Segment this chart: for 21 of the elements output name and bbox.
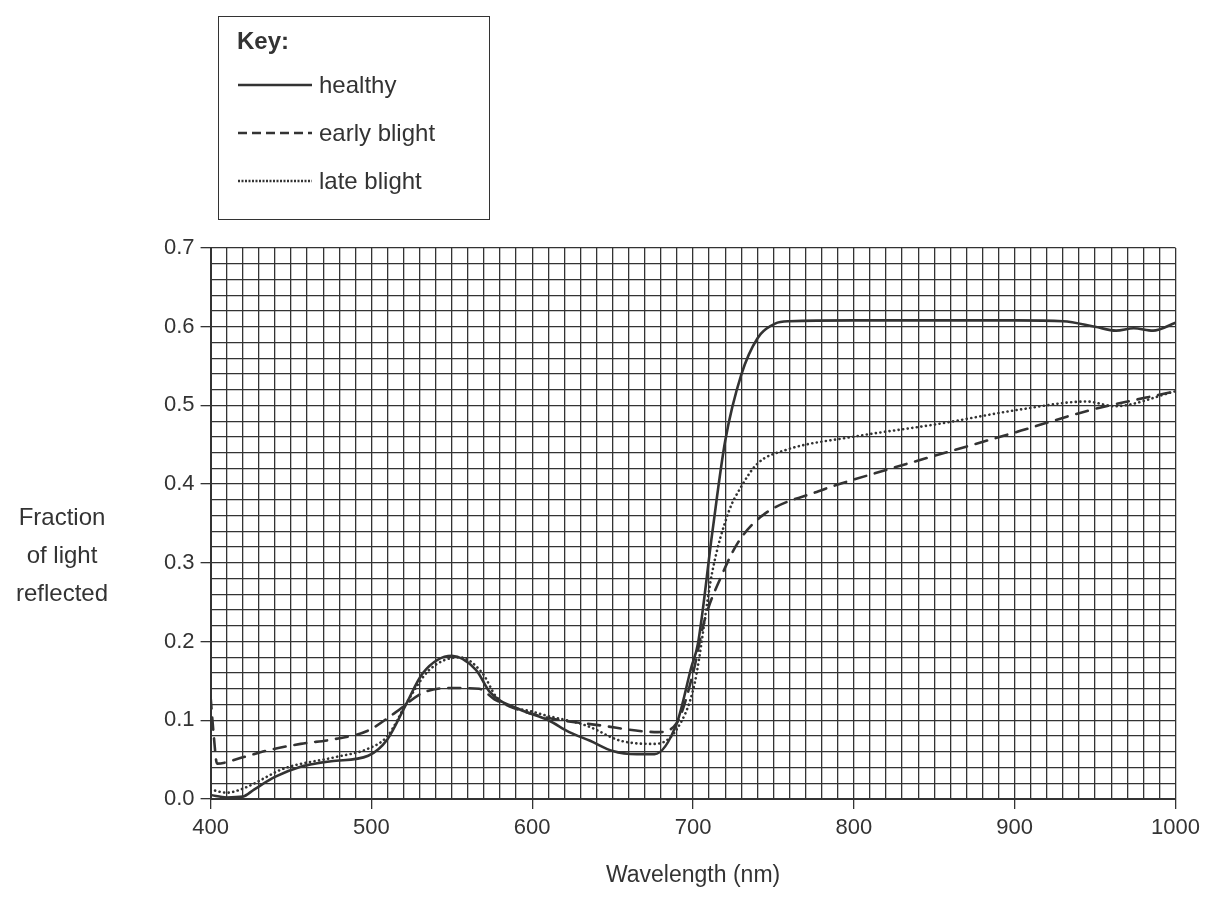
x-tick-label: 400 [192, 814, 229, 840]
legend-label: healthy [319, 71, 397, 99]
x-tick-label: 800 [835, 814, 873, 840]
legend-title: Key: [237, 27, 291, 55]
x-tick-label: 500 [353, 814, 390, 840]
y-tick-label: 0.7 [163, 234, 195, 260]
x-tick-label: 1000 [1151, 814, 1201, 840]
y-tick-label: 0.6 [163, 312, 195, 338]
y-tick-label: 0.0 [163, 785, 195, 811]
y-axis-title: Fraction of light reflected [14, 502, 110, 608]
x-tick-label: 600 [513, 814, 551, 840]
y-tick-label: 0.3 [163, 548, 195, 574]
y-tick-label: 0.5 [163, 391, 195, 417]
y-tick-label: 0.4 [163, 470, 195, 496]
y-tick-label: 0.2 [163, 627, 195, 653]
x-axis-title: Wavelength (nm) [605, 860, 781, 887]
legend-label: late blight [319, 167, 422, 195]
x-tick-label: 700 [674, 814, 712, 840]
y-tick-label: 0.1 [163, 706, 195, 732]
x-tick-label: 900 [996, 814, 1034, 840]
legend-label: early blight [319, 119, 436, 147]
